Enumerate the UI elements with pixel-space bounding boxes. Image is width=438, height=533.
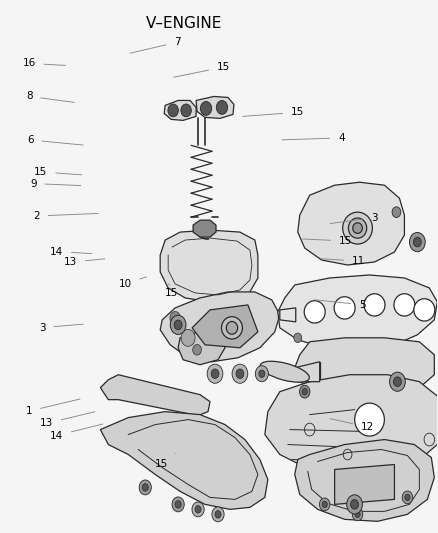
Polygon shape [160,230,258,302]
Ellipse shape [304,301,325,323]
Circle shape [172,497,184,512]
Circle shape [347,495,362,514]
Polygon shape [295,440,434,521]
Circle shape [302,389,307,395]
Text: V–ENGINE: V–ENGINE [146,15,222,30]
Circle shape [200,101,212,115]
Text: 13: 13 [64,257,105,267]
Text: 15: 15 [34,167,82,177]
Polygon shape [160,292,280,362]
Polygon shape [335,464,395,504]
Text: 14: 14 [50,424,103,441]
Ellipse shape [226,321,238,334]
Circle shape [232,364,248,383]
Circle shape [300,385,310,398]
Circle shape [405,494,410,500]
Text: 10: 10 [119,277,146,288]
Ellipse shape [364,294,385,316]
Circle shape [410,232,425,252]
Circle shape [255,366,268,382]
Text: 9: 9 [30,179,81,189]
Polygon shape [295,362,320,382]
Circle shape [139,480,152,495]
Ellipse shape [414,298,435,321]
Text: 15: 15 [174,62,230,77]
Ellipse shape [353,223,362,233]
Text: 15: 15 [155,453,175,469]
Circle shape [181,104,191,117]
Text: 1: 1 [26,399,80,416]
Text: 15: 15 [303,236,352,246]
Circle shape [211,369,219,378]
Text: 4: 4 [282,133,345,143]
Circle shape [170,316,186,334]
Text: 15: 15 [243,107,304,117]
Text: 5: 5 [314,300,366,310]
Circle shape [322,501,327,507]
Polygon shape [192,305,258,348]
Polygon shape [278,275,437,350]
Ellipse shape [348,218,367,238]
Text: 12: 12 [330,418,374,432]
Circle shape [174,320,182,329]
Ellipse shape [222,317,243,339]
Circle shape [192,502,204,517]
Ellipse shape [260,361,309,382]
Text: 11: 11 [321,256,365,266]
Ellipse shape [343,212,372,244]
Polygon shape [298,182,404,265]
Polygon shape [100,375,210,416]
Polygon shape [164,100,196,120]
Ellipse shape [355,403,385,436]
Text: 3: 3 [39,322,83,333]
Circle shape [352,508,363,521]
Text: 13: 13 [40,412,95,429]
Circle shape [170,311,180,324]
Polygon shape [295,338,434,395]
Polygon shape [193,220,216,237]
Circle shape [212,507,224,522]
Circle shape [181,329,195,346]
Text: 3: 3 [330,213,377,224]
Circle shape [236,369,244,378]
Text: 16: 16 [22,59,66,68]
Circle shape [393,377,401,386]
Circle shape [413,237,421,247]
Text: 15: 15 [164,284,177,298]
Circle shape [195,506,201,513]
Polygon shape [178,330,225,365]
Circle shape [389,372,405,391]
Ellipse shape [394,294,415,316]
Circle shape [355,511,360,518]
Polygon shape [196,96,234,118]
Circle shape [402,491,413,504]
Polygon shape [280,308,296,322]
Circle shape [351,499,358,509]
Circle shape [294,333,302,343]
Text: 6: 6 [27,135,83,145]
Circle shape [259,370,265,377]
Circle shape [392,207,401,217]
Circle shape [319,498,330,511]
Text: 8: 8 [26,91,74,102]
Circle shape [168,104,178,117]
Text: 7: 7 [130,37,181,53]
Circle shape [215,511,221,518]
Text: 2: 2 [33,211,99,221]
Circle shape [175,500,181,508]
Text: 14: 14 [50,247,92,256]
Circle shape [216,101,228,114]
Circle shape [193,344,201,355]
Polygon shape [100,411,268,510]
Polygon shape [265,375,438,474]
Ellipse shape [334,297,355,319]
Circle shape [142,484,148,491]
Circle shape [207,364,223,383]
